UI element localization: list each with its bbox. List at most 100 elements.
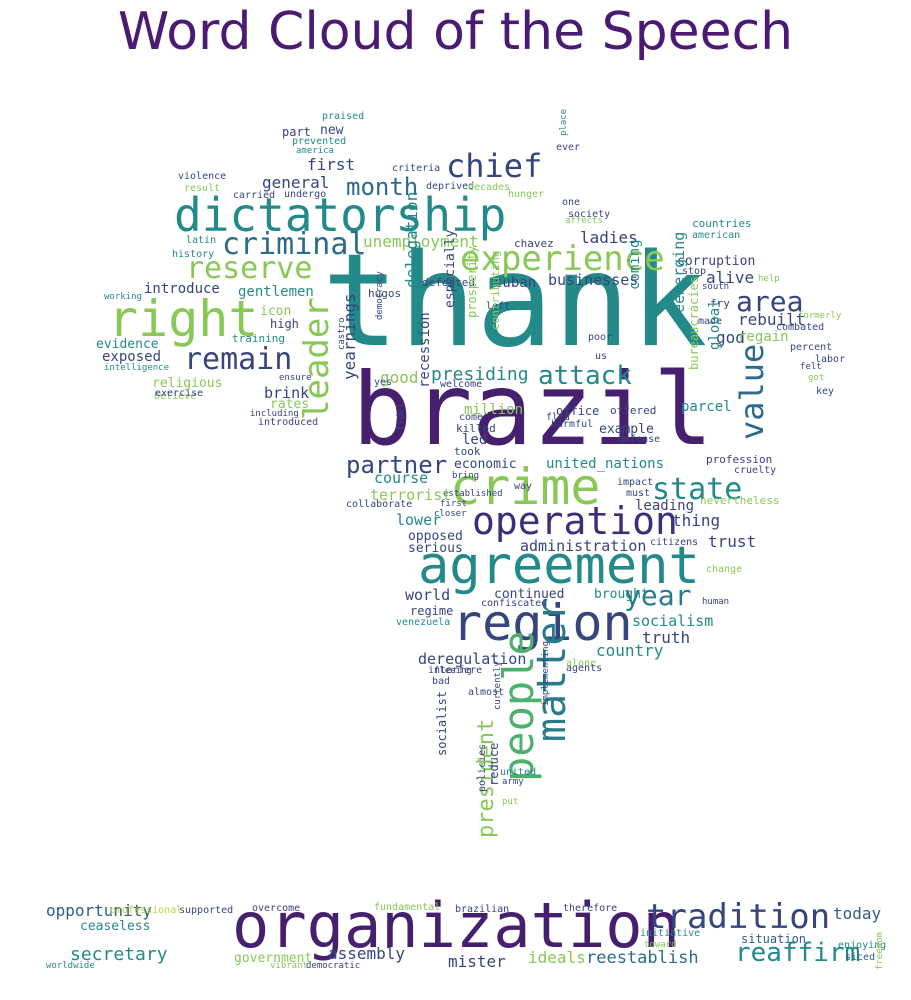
word-left: left — [486, 301, 511, 312]
word-agreement: agreement — [418, 536, 700, 596]
word-truth: truth — [642, 628, 691, 647]
word-criminal: criminal — [222, 227, 367, 262]
word-history: history — [172, 249, 215, 260]
word-reestablish: reestablish — [586, 948, 699, 968]
word-professional: professional — [110, 905, 183, 916]
word-killed: killed — [456, 422, 496, 435]
word-thank: thank — [322, 227, 708, 376]
word-partner: partner — [346, 451, 448, 479]
word-therefore: therefore — [563, 903, 618, 914]
word-god: god — [716, 328, 745, 347]
word-presiding: presiding — [431, 364, 529, 385]
word-hugos: hugos — [368, 287, 402, 300]
word-tradition: tradition — [646, 897, 831, 937]
word-socialism: socialism — [632, 612, 714, 630]
word-region: region — [452, 594, 633, 652]
word-month: month — [346, 173, 419, 201]
word-working: working — [104, 292, 142, 302]
word-place: place — [559, 108, 569, 136]
word-carried: carried — [233, 190, 276, 201]
word-introduce: introduce — [144, 281, 220, 297]
word-brazilian: brazilian — [455, 904, 510, 915]
word-united-nations: united_nations — [546, 456, 665, 472]
word-closer: closer — [434, 509, 467, 519]
word-policies: policies — [477, 743, 488, 792]
word-combated: combated — [776, 322, 825, 333]
word-training: training — [232, 332, 285, 345]
word-ideals: ideals — [528, 948, 586, 967]
word-businesses: businesses — [548, 271, 639, 289]
word-corruption: corruption — [677, 254, 756, 269]
word-deregulation: deregulation — [418, 650, 527, 668]
word-nevertheless: nevertheless — [700, 494, 780, 507]
word-siced: siced — [845, 952, 876, 963]
word-terrorist: terrorist — [370, 486, 452, 504]
word-society: society — [568, 209, 611, 220]
word-united: united — [500, 767, 537, 778]
word-help: help — [758, 274, 780, 284]
word-government: government — [234, 951, 313, 966]
word-ever: ever — [556, 142, 581, 153]
word-reaffirm: reaffirm — [735, 938, 861, 968]
word-fundamental: fundamental — [374, 902, 441, 913]
word-country: country — [596, 641, 664, 660]
word-defeated: defeated — [422, 276, 475, 289]
word-reduce: reduce — [487, 742, 501, 786]
word-coming: coming — [627, 239, 643, 290]
word-million: million — [464, 402, 524, 418]
word-reemerging: reemerging — [670, 231, 688, 322]
word-alive: alive — [706, 268, 755, 287]
word-confiscated: confiscated — [481, 598, 548, 609]
word-part: part — [282, 125, 311, 139]
word-labor: labor — [815, 354, 846, 365]
word-rebuilt: rebuilt — [738, 310, 806, 329]
word-affects: affects — [565, 216, 603, 226]
word-organization: organization — [232, 889, 680, 962]
word-crime: crime — [450, 458, 601, 516]
word-formerly: formerly — [798, 311, 842, 321]
word-global: global — [707, 299, 723, 350]
word-led: led — [462, 432, 488, 448]
word-world: world — [405, 586, 451, 604]
word-recession: recession — [417, 312, 433, 388]
word-freedom: freedom — [875, 932, 885, 970]
word-got: got — [808, 373, 825, 383]
word-countries: countries — [692, 217, 752, 230]
word-rates: rates — [270, 397, 310, 412]
word-gentlemen: gentlemen — [238, 284, 314, 300]
word-mister: mister — [448, 952, 506, 971]
word-thing: thing — [672, 511, 721, 530]
word-put: put — [502, 797, 519, 807]
word-icon: icon — [260, 304, 292, 319]
word-good: good — [380, 368, 419, 387]
word-agents: agents — [566, 663, 603, 674]
word-collaborate: collaborate — [346, 499, 413, 510]
word-ensure: ensure — [279, 373, 312, 383]
word-cruelty: cruelty — [734, 465, 777, 476]
word-fled: fled — [546, 412, 571, 423]
word-especially: especially — [443, 229, 458, 308]
word-lower: lower — [396, 511, 442, 529]
word-yearnings: yearnings — [340, 293, 359, 380]
word-first: first — [307, 155, 356, 174]
word-year: year — [624, 579, 692, 612]
word-deprived: deprived — [426, 181, 475, 192]
word-alone: alone — [566, 658, 597, 669]
word-including: including — [250, 409, 299, 419]
word-secretary: secretary — [70, 944, 168, 965]
word-attack: attack — [538, 361, 632, 391]
word-right: right — [108, 290, 259, 348]
word-today: today — [833, 904, 882, 923]
word-democracy: democracy — [375, 271, 385, 320]
word-continued: continued — [494, 587, 565, 602]
word-bad: bad — [432, 676, 451, 687]
word-citizens: citizens — [650, 537, 699, 548]
word-opportunity: opportunity — [46, 901, 152, 920]
word-change: change — [706, 564, 743, 575]
word-course: course — [374, 469, 429, 487]
word-us: us — [595, 351, 608, 362]
word-value: value — [733, 343, 771, 440]
word-brought: brought — [594, 587, 649, 602]
word-latin: latin — [186, 235, 217, 246]
word-remain: remain — [184, 342, 293, 377]
